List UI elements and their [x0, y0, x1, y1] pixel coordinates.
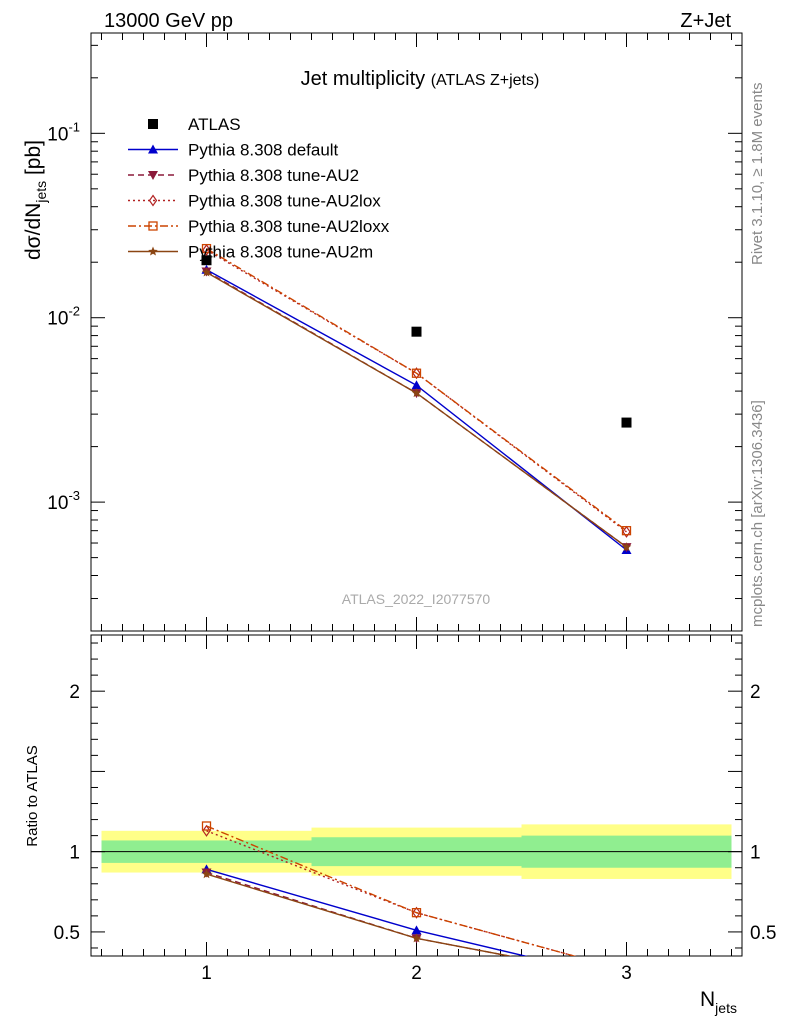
legend-item: Pythia 8.308 tune-AU2lox [128, 192, 381, 211]
main-point [411, 368, 422, 378]
y-axis-label-ratio: Ratio to ATLAS [24, 745, 41, 846]
main-series-line [206, 270, 627, 548]
ratio-point [411, 908, 422, 918]
y-tick-label-ratio: 1 [69, 843, 80, 864]
y-tick-label-ratio-right: 0.5 [750, 923, 776, 944]
main-point [201, 267, 212, 277]
y-tick-label-ratio: 0.5 [54, 923, 80, 944]
main-title: Jet multiplicity (ATLAS Z+jets) [301, 68, 540, 90]
ratio-point [411, 925, 422, 935]
main-point [202, 243, 211, 257]
main-point [201, 243, 212, 254]
main-series-1 [201, 264, 632, 554]
header-right: Z+Jet [680, 10, 731, 32]
ratio-series-4 [201, 869, 513, 956]
main-point [621, 542, 632, 552]
main-point [201, 255, 212, 266]
x-tick-label: 3 [621, 963, 632, 984]
legend-item: Pythia 8.308 default [128, 141, 339, 160]
legend-item: ATLAS [148, 115, 241, 134]
ratio-uncertainty-bands [91, 824, 742, 879]
legend-label: Pythia 8.308 tune-AU2m [188, 243, 373, 262]
main-series-4 [201, 243, 632, 536]
header-left: 13000 GeV pp [104, 10, 233, 32]
main-series-line [206, 247, 627, 532]
ratio-axis-ticks: 0.5 0.5 1 1 2 2 1 2 3 [54, 635, 776, 984]
ratio-point [411, 933, 422, 943]
main-title-text: Jet multiplicity [301, 68, 425, 90]
ratio-series-3 [201, 821, 577, 956]
svg-text:dσ/dNjets [pb]: dσ/dNjets [pb] [22, 140, 49, 260]
legend-label: ATLAS [188, 115, 241, 134]
y-tick-label-main: 10-1 [47, 119, 80, 145]
main-series-3 [202, 243, 631, 538]
y-tick-label-ratio: 2 [69, 682, 80, 703]
legend-item: Pythia 8.308 tune-AU2 [128, 166, 359, 185]
legend: ATLAS Pythia 8.308 default Pythia 8.308 tu… [128, 115, 390, 262]
y-tick-label-ratio-right: 2 [750, 682, 761, 703]
legend-marker [148, 194, 158, 207]
ratio-point [201, 821, 212, 831]
y-tick-label-main: 10-2 [47, 304, 80, 330]
legend-marker [148, 246, 158, 256]
x-axis-label: Njets [700, 988, 737, 1016]
main-point [621, 526, 632, 536]
main-series-group [201, 243, 632, 554]
main-point [411, 388, 422, 398]
x-tick-label: 1 [201, 963, 212, 984]
legend-label: Pythia 8.308 tune-AU2loxx [188, 217, 390, 236]
legend-marker [148, 171, 158, 180]
legend-item: Pythia 8.308 tune-AU2m [128, 243, 373, 262]
ratio-point [201, 869, 212, 879]
y-axis-label-main-text: dσ/dN [22, 203, 45, 260]
x-tick-label: 2 [411, 963, 422, 984]
main-series-line [206, 249, 627, 533]
ratio-series-group [201, 821, 577, 956]
legend-marker [148, 221, 158, 231]
rivet-label: Rivet 3.1.10, ≥ 1.8M events [749, 83, 766, 266]
main-series-line [206, 271, 627, 548]
legend-label: Pythia 8.308 tune-AU2 [188, 166, 359, 185]
y-tick-label-ratio-right: 1 [750, 843, 761, 864]
watermark: ATLAS_2022_I2077570 [342, 591, 491, 607]
main-point [411, 326, 422, 337]
legend-label: Pythia 8.308 tune-AU2lox [188, 192, 381, 211]
main-series-0 [201, 255, 632, 428]
main-point [621, 417, 632, 428]
legend-marker [148, 144, 158, 154]
main-axis-ticks: 10-3 10-2 10-1 [47, 33, 742, 632]
ratio-point [202, 824, 211, 837]
main-point [411, 380, 422, 390]
y-axis-label-main: dσ/dNjets [pb] [22, 140, 49, 260]
main-subtitle-text: (ATLAS Z+jets) [431, 72, 540, 89]
y-tick-label-main: 10-3 [47, 488, 80, 514]
ratio-series-line [206, 825, 577, 956]
main-series-line [206, 269, 627, 551]
legend-label: Pythia 8.308 default [188, 141, 339, 160]
main-series-5 [201, 267, 632, 552]
main-series-2 [201, 267, 632, 553]
mcplots-label: mcplots.cern.ch [arXiv:1306.3436] [749, 400, 766, 627]
legend-item: Pythia 8.308 tune-AU2loxx [128, 217, 390, 236]
legend-marker [148, 119, 158, 129]
main-point [622, 525, 631, 538]
